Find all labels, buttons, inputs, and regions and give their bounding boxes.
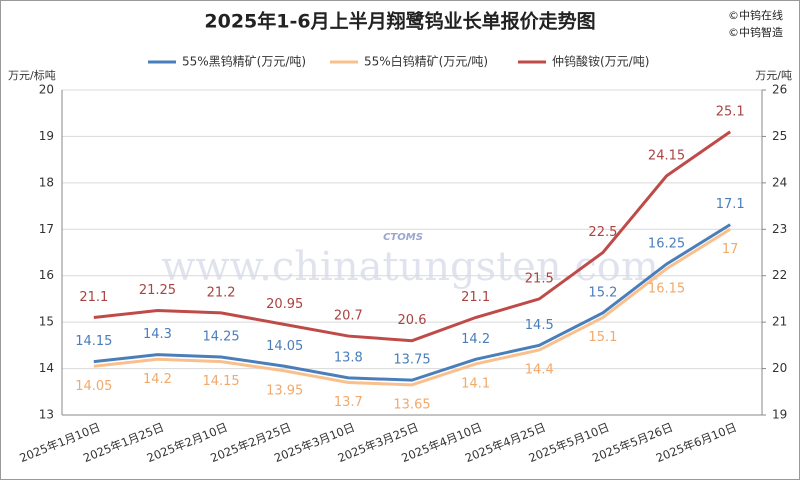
y-axis-label: 万元/标吨: [8, 68, 56, 82]
y-tick-label: 14: [39, 361, 54, 375]
data-label: 21.25: [139, 283, 176, 298]
line: [93, 228, 731, 387]
data-label: 13.95: [266, 383, 303, 398]
data-label: 14.1: [461, 376, 490, 391]
data-label: 15.1: [588, 330, 617, 345]
data-label: 13.8: [334, 350, 363, 365]
data-label: 17.1: [716, 197, 745, 212]
y2-tick-label: 21: [772, 315, 787, 329]
data-label: 25.1: [716, 104, 745, 119]
y-tick-label: 15: [39, 315, 54, 329]
data-label: 21.1: [79, 290, 108, 305]
data-label: 17: [722, 242, 739, 257]
copyright: ©中钨智造: [728, 25, 783, 39]
copyright: ©中钨在线: [728, 8, 783, 22]
data-label: 22.5: [588, 225, 617, 240]
y2-axis-label: 万元/吨: [755, 69, 792, 82]
y2-tick-label: 26: [772, 83, 787, 97]
legend-label: 仲钨酸铵(万元/吨): [552, 54, 649, 69]
y-tick-label: 13: [39, 408, 54, 422]
y2-tick-label: 23: [772, 222, 787, 236]
y2-tick-label: 24: [772, 175, 787, 189]
data-label: 21.5: [525, 271, 554, 286]
data-label: 14.25: [202, 329, 239, 344]
data-label: 20.6: [398, 313, 427, 328]
y-tick-label: 17: [39, 222, 54, 236]
data-label: 13.7: [334, 395, 363, 410]
data-label: 14.05: [266, 339, 303, 354]
y-tick-label: 20: [39, 83, 54, 97]
data-label: 21.1: [461, 290, 490, 305]
y2-tick-label: 25: [772, 129, 787, 143]
y2-tick-label: 19: [772, 408, 787, 422]
data-label: 16.25: [648, 237, 685, 252]
legend-label: 55%白钨精矿(万元/吨): [364, 54, 488, 69]
logo: CTOMS: [383, 232, 423, 243]
line: [93, 223, 731, 382]
data-label: 14.2: [143, 372, 172, 387]
data-label: 14.5: [525, 318, 554, 333]
y-tick-label: 18: [39, 175, 54, 189]
y-tick-label: 16: [39, 268, 54, 282]
data-label: 20.95: [266, 297, 303, 312]
data-label: 20.7: [334, 309, 363, 324]
data-label: 16.15: [648, 281, 685, 296]
legend-label: 55%黑钨精矿(万元/吨): [182, 54, 306, 69]
data-label: 14.15: [75, 334, 112, 349]
data-label: 13.65: [393, 397, 430, 412]
data-label: 24.15: [648, 148, 685, 163]
data-label: 15.2: [588, 285, 617, 300]
y-tick-label: 19: [39, 129, 54, 143]
data-label: 14.4: [525, 363, 554, 378]
data-label: 14.05: [75, 379, 112, 394]
data-label: 21.2: [207, 285, 236, 300]
line: [93, 130, 732, 343]
data-label: 13.75: [393, 353, 430, 368]
data-label: 14.15: [202, 374, 239, 389]
y2-tick-label: 20: [772, 361, 787, 375]
data-label: 14.3: [143, 327, 172, 342]
y2-tick-label: 22: [772, 268, 787, 282]
data-label: 14.2: [461, 332, 490, 347]
watermark: www.chinatungsten.com: [161, 244, 659, 290]
chart-title: 2025年1-6月上半月翔鹭钨业长单报价走势图: [204, 10, 595, 33]
